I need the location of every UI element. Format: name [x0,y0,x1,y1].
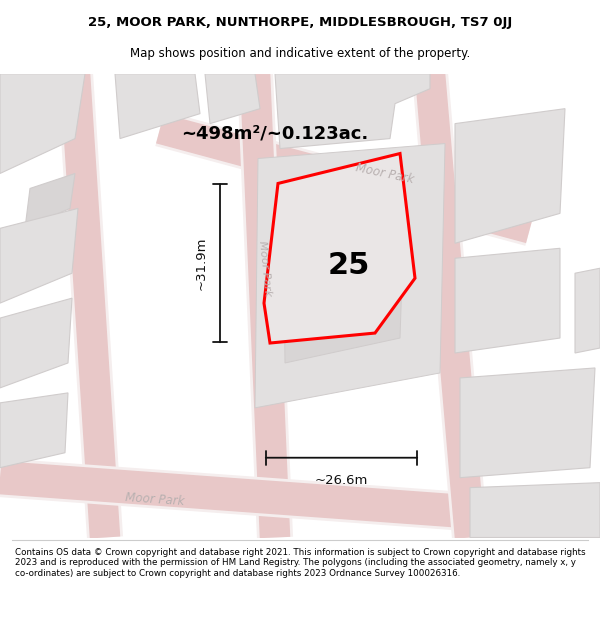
Polygon shape [0,393,68,468]
Text: Moor Park: Moor Park [125,491,185,508]
Polygon shape [25,174,75,228]
Polygon shape [115,74,200,139]
Polygon shape [0,74,85,174]
Text: Moor Park: Moor Park [257,240,273,297]
Text: Map shows position and indicative extent of the property.: Map shows position and indicative extent… [130,47,470,59]
Polygon shape [460,368,595,478]
Polygon shape [0,298,72,388]
Polygon shape [0,208,78,303]
Text: ~498m²/~0.123ac.: ~498m²/~0.123ac. [181,124,368,142]
Polygon shape [470,482,600,538]
Polygon shape [455,248,560,353]
Polygon shape [455,109,565,243]
Text: Moor Park: Moor Park [355,161,415,186]
Polygon shape [575,268,600,353]
Text: ~26.6m: ~26.6m [315,474,368,487]
Text: 25: 25 [328,251,370,280]
Polygon shape [205,74,260,124]
Text: Contains OS data © Crown copyright and database right 2021. This information is : Contains OS data © Crown copyright and d… [15,548,586,578]
Text: 25, MOOR PARK, NUNTHORPE, MIDDLESBROUGH, TS7 0JJ: 25, MOOR PARK, NUNTHORPE, MIDDLESBROUGH,… [88,16,512,29]
Polygon shape [283,189,405,363]
Polygon shape [255,144,445,408]
Text: ~31.9m: ~31.9m [195,236,208,290]
Polygon shape [275,74,430,149]
Polygon shape [264,154,415,343]
